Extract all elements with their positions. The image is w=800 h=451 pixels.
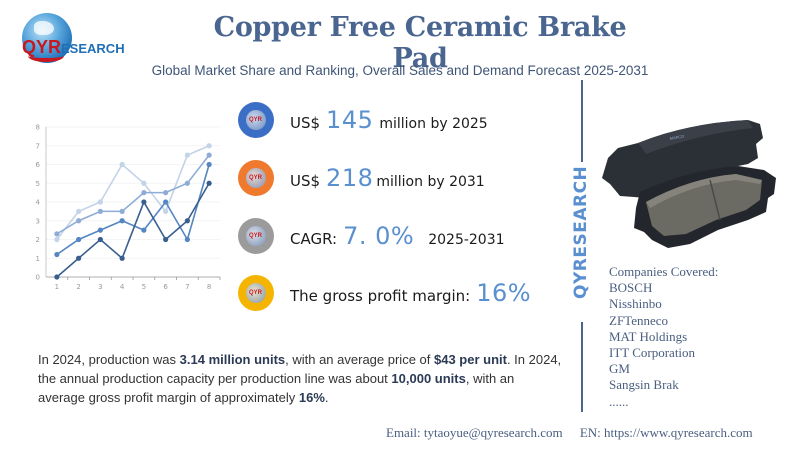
svg-text:3: 3 bbox=[36, 217, 40, 225]
desc-text: , with an average price of bbox=[285, 352, 434, 367]
desc-highlight: $43 per unit bbox=[433, 352, 507, 367]
svg-text:6: 6 bbox=[36, 161, 41, 169]
page-subtitle: Global Market Share and Ranking, Overall… bbox=[151, 63, 649, 78]
svg-text:1: 1 bbox=[55, 283, 59, 291]
email-link[interactable]: Email: tytaoyue@qyresearch.com bbox=[386, 425, 563, 440]
website-link[interactable]: EN: https://www.qyresearch.com bbox=[579, 425, 753, 440]
divider-line-top bbox=[581, 80, 583, 162]
stat-gross-margin: QYR The gross profit margin: 16% bbox=[238, 273, 537, 313]
stat-value: 218 bbox=[326, 164, 374, 192]
company-item: Sangsin Brak bbox=[609, 377, 679, 393]
stat-prefix: US$ bbox=[290, 172, 321, 190]
svg-text:7: 7 bbox=[36, 142, 40, 150]
globe-badge-icon: QYR bbox=[238, 160, 274, 196]
stat-market-2031: QYR US$ 218 million by 2031 bbox=[238, 158, 485, 198]
globe-badge-icon: QYR bbox=[238, 275, 274, 311]
stat-suffix: million by 2031 bbox=[376, 174, 485, 190]
company-item: Nisshinbo bbox=[609, 296, 662, 312]
globe-badge-icon: QYR bbox=[238, 218, 274, 254]
globe-badge-icon: QYR bbox=[238, 102, 274, 138]
companies-covered: Companies Covered: BOSCH Nisshinbo ZFTen… bbox=[609, 264, 718, 410]
svg-text:2: 2 bbox=[36, 236, 40, 244]
desc-highlight: 3.14 million units bbox=[179, 352, 286, 367]
stat-market-2025: QYR US$ 145 million by 2025 bbox=[238, 100, 488, 140]
page-title: Copper Free Ceramic Brake Pad bbox=[213, 12, 627, 74]
vertical-brand-text: QYRESEARCH bbox=[571, 165, 591, 299]
logo-rest: ESEARCH bbox=[61, 41, 125, 56]
company-item: ...... bbox=[609, 393, 629, 409]
qyresearch-logo: QYRESEARCH bbox=[18, 10, 148, 70]
stat-suffix: million by 2025 bbox=[379, 116, 488, 132]
svg-text:5: 5 bbox=[142, 283, 146, 291]
svg-text:MAPCO: MAPCO bbox=[669, 134, 684, 141]
line-chart-svg: 0 1 2 3 4 5 6 7 8 1 2 3 4 5 6 7 8 bbox=[36, 124, 221, 291]
svg-text:8: 8 bbox=[207, 283, 211, 291]
svg-text:4: 4 bbox=[120, 283, 125, 291]
svg-text:6: 6 bbox=[163, 283, 168, 291]
company-item: MAT Holdings bbox=[609, 328, 688, 344]
company-item: GM bbox=[609, 361, 630, 377]
svg-text:2: 2 bbox=[76, 283, 80, 291]
brake-pad-image: MAPCO bbox=[598, 108, 778, 253]
svg-text:0: 0 bbox=[36, 274, 40, 282]
svg-text:8: 8 bbox=[36, 124, 40, 132]
desc-highlight: 10,000 units bbox=[391, 371, 466, 386]
desc-text: . In 2024, the annual production capacit… bbox=[38, 352, 562, 386]
stat-cagr: QYR CAGR: 7. 0% 2025-2031 bbox=[238, 216, 505, 256]
summary-paragraph: In 2024, production was 3.14 million uni… bbox=[38, 350, 563, 407]
svg-text:4: 4 bbox=[36, 199, 41, 207]
stat-value: 7. 0% bbox=[343, 222, 415, 250]
company-item: ZFTenneco bbox=[609, 312, 669, 328]
desc-text: In 2024, production was bbox=[38, 352, 180, 367]
stat-suffix: 2025-2031 bbox=[428, 232, 505, 248]
company-item: ITT Corporation bbox=[609, 345, 696, 361]
desc-text: , with an average gross profit margin of… bbox=[38, 371, 515, 405]
companies-heading: Companies Covered: bbox=[609, 264, 719, 279]
stat-value: 145 bbox=[326, 106, 374, 134]
stat-prefix: CAGR: bbox=[290, 230, 338, 248]
stat-prefix: The gross profit margin: bbox=[290, 287, 471, 305]
svg-text:5: 5 bbox=[36, 180, 40, 188]
swoosh-icon bbox=[28, 50, 64, 62]
contact-footer: Email: tytaoyue@qyresearch.com EN: https… bbox=[386, 425, 767, 441]
desc-highlight: 16% bbox=[298, 390, 325, 405]
line-chart: 0 1 2 3 4 5 6 7 8 1 2 3 4 5 6 7 8 bbox=[30, 118, 225, 298]
svg-text:7: 7 bbox=[185, 283, 189, 291]
stat-prefix: US$ bbox=[290, 114, 321, 132]
logo-qyr: QYR bbox=[22, 37, 62, 57]
company-item: BOSCH bbox=[609, 280, 653, 296]
svg-text:1: 1 bbox=[36, 255, 40, 263]
divider-line-bottom bbox=[581, 322, 583, 412]
svg-text:3: 3 bbox=[98, 283, 102, 291]
stat-value: 16% bbox=[476, 279, 532, 307]
logo-text: QYRESEARCH bbox=[22, 37, 125, 58]
desc-text: . bbox=[324, 390, 329, 405]
